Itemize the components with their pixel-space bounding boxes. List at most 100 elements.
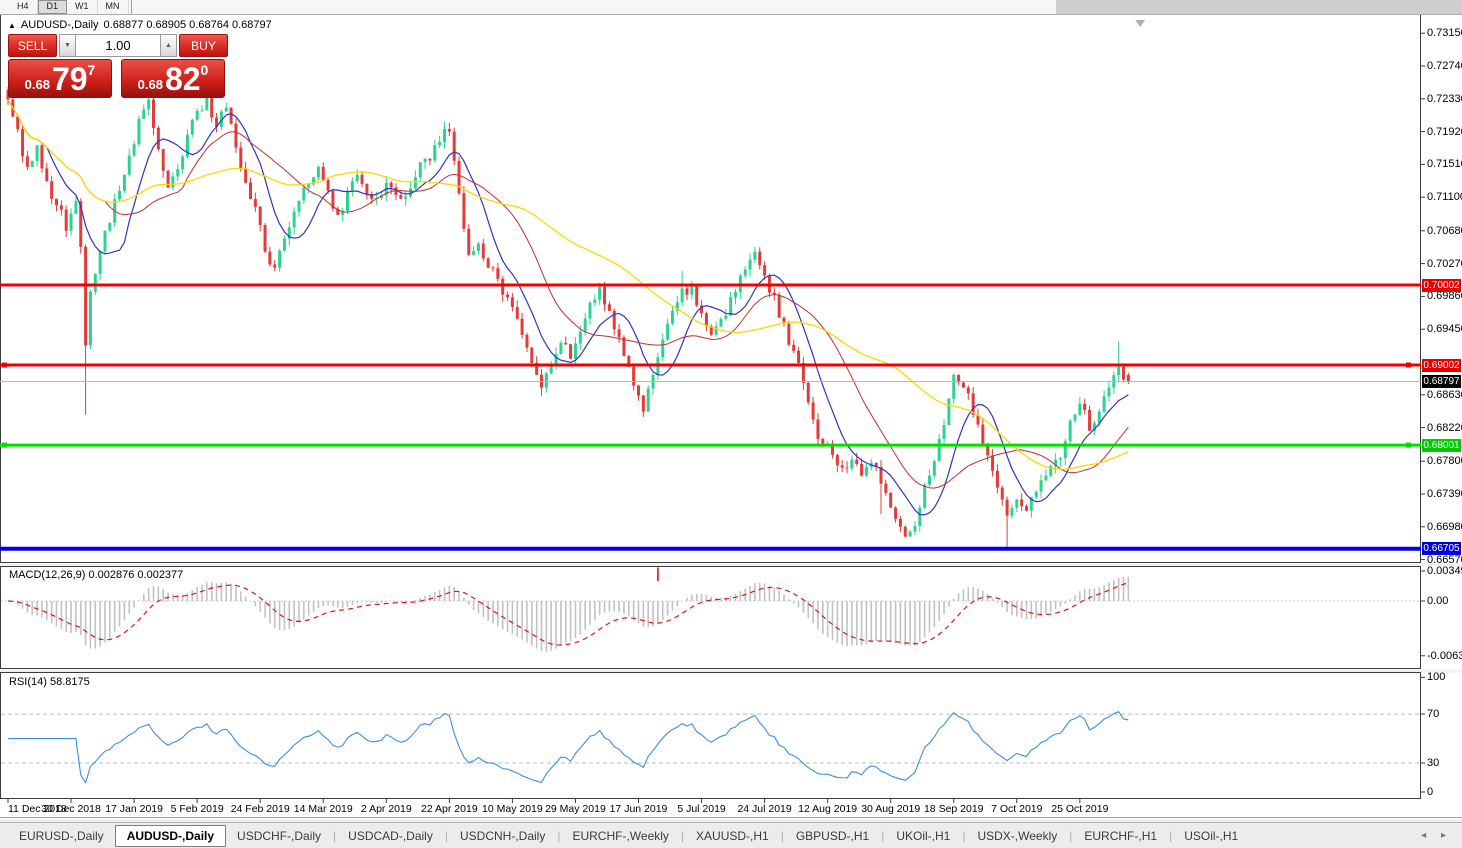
tab-separator: | (1069, 828, 1073, 843)
sell-price-big: 79 (51, 60, 88, 97)
rsi-axis-label: 100 (1427, 671, 1446, 684)
tab-separator: | (780, 828, 784, 843)
macd-axis-label: 0.00 (1427, 595, 1449, 607)
price-level-badge: 0.68001 (1422, 438, 1461, 452)
tab-eurchf-weekly[interactable]: EURCHF-,Weekly (572, 828, 669, 843)
buy-price-small: 0.68 (137, 77, 163, 92)
date-tick-label: 25 Oct 2019 (1051, 803, 1109, 815)
tab-separator: | (1169, 828, 1173, 843)
price-level-badge: 0.69002 (1422, 358, 1461, 372)
timeframe-w1[interactable]: W1 (67, 0, 98, 14)
price-level-badge: 0.68797 (1422, 374, 1461, 388)
tab-separator: | (962, 828, 966, 843)
macd-axis-label: -0.00637 (1427, 649, 1462, 662)
volume-spinner: ▼ 1.00 ▲ (59, 34, 177, 57)
date-tick-label: 10 May 2019 (482, 803, 543, 815)
date-tick-label: 12 Aug 2019 (798, 803, 858, 815)
tab-audusd-daily[interactable]: AUDUSD-,Daily (114, 824, 227, 847)
tab-gbpusd-h1[interactable]: GBPUSD-,H1 (795, 828, 870, 843)
chart-title-row: ▲ AUDUSD-,Daily 0.68877 0.68905 0.68764 … (8, 19, 272, 31)
sell-price-small: 0.68 (24, 77, 50, 92)
volume-decrease-button[interactable]: ▼ (59, 34, 76, 57)
tab-usdx-weekly[interactable]: USDX-,Weekly (977, 828, 1058, 843)
date-tick-label: 5 Feb 2019 (170, 803, 224, 815)
date-tick-label: 24 Jul 2019 (737, 803, 792, 815)
toolbar-divider (130, 0, 135, 14)
tab-separator: | (557, 828, 561, 843)
price-level-badge: 0.66705 (1422, 542, 1461, 556)
volume-input[interactable]: 1.00 (76, 34, 160, 57)
buy-price-big: 82 (164, 60, 201, 97)
scroll-anchor-icon (1135, 20, 1146, 27)
buy-price-box[interactable]: 0.68 82 0 (121, 59, 225, 98)
tab-separator: | (881, 828, 885, 843)
date-tick-label: 17 Jan 2019 (105, 803, 163, 815)
ohlc-values: 0.68877 0.68905 0.68764 0.68797 (103, 19, 272, 31)
tab-usdchf-daily[interactable]: USDCHF-,Daily (237, 828, 322, 843)
date-tick-label: 14 Mar 2019 (293, 803, 353, 815)
date-tick-label: 5 Jul 2019 (677, 803, 726, 815)
sell-button[interactable]: SELL (8, 34, 57, 57)
date-tick-label: 30 Aug 2019 (861, 803, 921, 815)
date-tick-label: 17 Jun 2019 (609, 803, 668, 815)
tab-usoil-h1[interactable]: USOil-,H1 (1184, 828, 1239, 843)
moving-averages-layer (7, 99, 1129, 516)
tab-usdcnh-daily[interactable]: USDCNH-,Daily (459, 828, 546, 843)
chart-symbol-title: AUDUSD-,Daily (20, 19, 99, 31)
rsi-axis-label: 30 (1427, 757, 1440, 769)
macd-histogram (12, 576, 1130, 652)
collapse-arrow-icon[interactable]: ▲ (8, 20, 16, 30)
macd-axis-label: 0.00349 (1427, 564, 1462, 577)
date-tick-label: 7 Oct 2019 (991, 803, 1043, 815)
timeframe-d1[interactable]: D1 (37, 0, 68, 14)
tab-xauusd-h1[interactable]: XAUUSD-,H1 (696, 828, 769, 843)
chart-canvas[interactable] (0, 14, 1421, 799)
date-tick-label: 18 Sep 2019 (923, 803, 984, 815)
date-tick-label: 2 Apr 2019 (360, 803, 412, 815)
buy-button[interactable]: BUY (179, 34, 228, 57)
tab-eurchf-h1[interactable]: EURCHF-,H1 (1084, 828, 1158, 843)
rsi-label: RSI(14) 58.8175 (9, 676, 90, 688)
timeframe-toolbar: H4 D1 W1 MN (0, 0, 1462, 15)
one-click-trading-panel: ▲ AUDUSD-,Daily 0.68877 0.68905 0.68764 … (8, 19, 272, 98)
date-tick-label: 29 May 2019 (545, 803, 606, 815)
tab-separator: | (444, 828, 448, 843)
tab-separator: | (680, 828, 685, 843)
rsi-line (8, 711, 1129, 784)
buy-price-sup: 0 (200, 62, 209, 78)
tab-eurusd-daily[interactable]: EURUSD-,Daily (19, 828, 104, 843)
timeframe-mn[interactable]: MN (98, 0, 129, 14)
tabbar-scroll-icons[interactable]: ◂ ▸ (1421, 830, 1452, 841)
tab-usdcad-daily[interactable]: USDCAD-,Daily (348, 828, 433, 843)
rsi-axis-label: 70 (1427, 708, 1440, 721)
price-level-badge: 0.70002 (1422, 278, 1461, 292)
tab-separator: | (333, 828, 337, 843)
date-tick-label: 30 Dec 2018 (41, 803, 101, 815)
sell-price-sup: 7 (87, 62, 96, 78)
volume-increase-button[interactable]: ▲ (160, 34, 177, 57)
timeframe-h4[interactable]: H4 (9, 0, 38, 14)
sell-price-box[interactable]: 0.68 79 7 (8, 59, 112, 98)
toolbar-filler (1056, 0, 1462, 14)
rsi-axis-label: 0 (1427, 786, 1434, 798)
tab-ukoil-h1[interactable]: UKOil-,H1 (896, 828, 951, 843)
symbol-tabbar: EURUSD-,Daily AUDUSD-,Daily USDCHF-,Daily |… (0, 822, 1462, 848)
date-tick-label: 11 Dec 2018 (8, 803, 67, 815)
macd-label: MACD(12,26,9) 0.002876 0.002377 (9, 569, 184, 581)
